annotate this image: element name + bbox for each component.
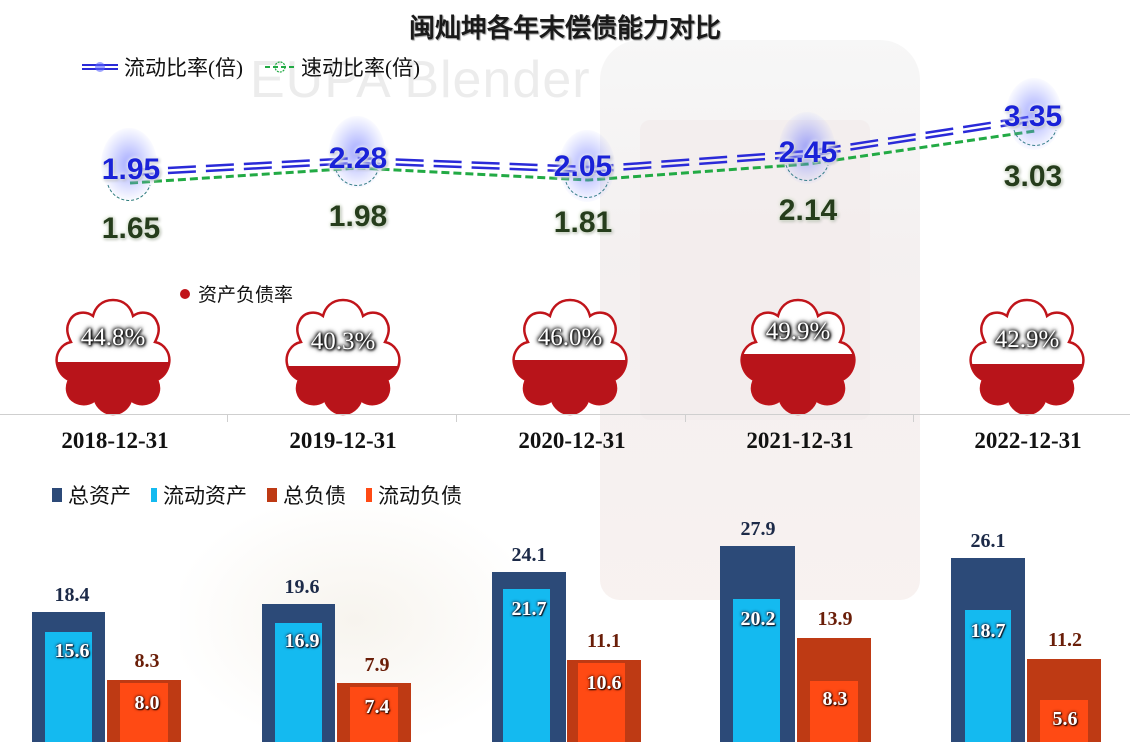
quick-ratio-label: 1.81 <box>553 206 613 239</box>
legend-item-current-assets[interactable]: 流动资产 <box>151 480 247 510</box>
debt-ratio-gauge <box>969 298 1085 416</box>
bar-current-assets <box>275 623 322 742</box>
bar-current-assets <box>965 610 1011 742</box>
quick-ratio-label: 1.65 <box>101 212 161 245</box>
dashed-circle-marker-icon <box>265 61 295 73</box>
x-axis-tick <box>685 414 686 422</box>
current-assets-label: 18.7 <box>970 620 1006 642</box>
current-liabilities-label: 5.6 <box>1052 708 1078 730</box>
debt-ratio-label: 49.9% <box>765 318 831 345</box>
legend-label: 流动比率(倍) <box>124 56 243 80</box>
legend-label: 资产负债率 <box>198 285 294 306</box>
legend-item-total-liabilities[interactable]: 总负债 <box>267 480 346 510</box>
current-assets-label: 15.6 <box>54 640 90 662</box>
chart-title: 闽灿坤各年末偿债能力对比 <box>408 14 721 44</box>
x-axis-tick <box>456 414 457 422</box>
debt-ratio-gauge <box>740 298 856 416</box>
legend-label: 流动负债 <box>378 484 462 508</box>
quick-ratio-label: 1.98 <box>328 200 388 233</box>
current-ratio-label: 2.05 <box>553 150 613 183</box>
point-glow <box>779 112 835 184</box>
current-liabilities-label: 8.0 <box>134 692 160 714</box>
current-ratio-label: 2.45 <box>778 136 838 169</box>
total-liabilities-label: 11.1 <box>587 630 621 652</box>
point-glow <box>329 116 385 188</box>
quick-ratio-label: 2.14 <box>778 194 838 227</box>
legend-label: 总负债 <box>283 484 346 508</box>
current-ratio-label: 2.28 <box>328 142 388 175</box>
red-dot-icon <box>180 288 190 299</box>
debt-ratio-legend[interactable]: 资产负债率 <box>180 280 293 307</box>
bar-current-assets <box>503 589 550 742</box>
current-liabilities-label: 7.4 <box>364 696 390 718</box>
x-axis-tick <box>913 414 914 422</box>
debt-ratio-label: 44.8% <box>80 324 146 351</box>
legend-label: 流动资产 <box>163 484 247 508</box>
x-axis-tick <box>227 414 228 422</box>
legend-item-total-assets[interactable]: 总资产 <box>52 480 131 510</box>
x-axis-line <box>0 414 1130 415</box>
quick-ratio-label: 3.03 <box>1003 160 1063 193</box>
legend-item-quick-ratio[interactable]: 速动比率(倍) <box>265 52 420 82</box>
bar-legend: 总资产 流动资产 总负债 流动负债 <box>52 480 482 510</box>
total-assets-label: 27.9 <box>740 518 776 540</box>
point-glow <box>101 128 157 200</box>
x-axis-label: 2020-12-31 <box>518 428 626 453</box>
debt-ratio-gauge <box>55 298 171 416</box>
total-assets-label: 19.6 <box>284 576 320 598</box>
total-liabilities-label: 7.9 <box>364 654 390 676</box>
bar-current-liabilities <box>578 663 625 742</box>
point-glow <box>1006 78 1062 150</box>
total-assets-label: 26.1 <box>970 530 1006 552</box>
current-liabilities-label: 8.3 <box>822 688 848 710</box>
total-liabilities-label: 13.9 <box>817 608 853 630</box>
total-liabilities-label: 11.2 <box>1048 629 1082 651</box>
bar-current-assets <box>45 632 92 742</box>
x-axis-label: 2019-12-31 <box>289 428 397 453</box>
debt-ratio-label: 42.9% <box>994 326 1060 353</box>
total-assets-label: 24.1 <box>511 544 547 566</box>
point-glow <box>559 130 615 202</box>
current-liabilities-label: 10.6 <box>586 672 622 694</box>
bar-current-liabilities <box>1040 700 1088 742</box>
total-liabilities-label: 8.3 <box>134 650 160 672</box>
ratio-legend: 流动比率(倍) 速动比率(倍) <box>82 52 442 82</box>
square-icon <box>151 488 157 502</box>
bar-current-liabilities <box>810 681 858 742</box>
background-watermark: EUPA Blender <box>250 51 591 109</box>
current-assets-label: 16.9 <box>284 630 320 652</box>
legend-label: 总资产 <box>68 484 131 508</box>
bar-current-assets <box>733 599 780 742</box>
debt-ratio-label: 40.3% <box>310 328 376 355</box>
bar-current-liabilities <box>350 687 398 742</box>
square-icon <box>267 488 277 502</box>
current-assets-label: 21.7 <box>511 598 547 620</box>
current-ratio-label: 3.35 <box>1003 100 1063 133</box>
legend-label: 速动比率(倍) <box>301 56 420 80</box>
legend-item-current-ratio[interactable]: 流动比率(倍) <box>82 52 243 82</box>
square-icon <box>52 488 62 502</box>
x-axis-label: 2022-12-31 <box>974 428 1082 453</box>
square-icon <box>366 488 372 502</box>
x-axis-label: 2018-12-31 <box>61 428 169 453</box>
bar-current-liabilities <box>120 683 168 742</box>
current-assets-label: 20.2 <box>740 608 776 630</box>
legend-item-current-liabilities[interactable]: 流动负债 <box>366 480 462 510</box>
debt-ratio-gauge <box>512 298 628 416</box>
double-line-marker-icon <box>82 62 118 72</box>
debt-ratio-gauge <box>285 298 401 416</box>
x-axis-label: 2021-12-31 <box>746 428 854 453</box>
debt-ratio-label: 46.0% <box>537 324 603 351</box>
total-assets-label: 18.4 <box>54 584 90 606</box>
current-ratio-label: 1.95 <box>101 153 161 186</box>
